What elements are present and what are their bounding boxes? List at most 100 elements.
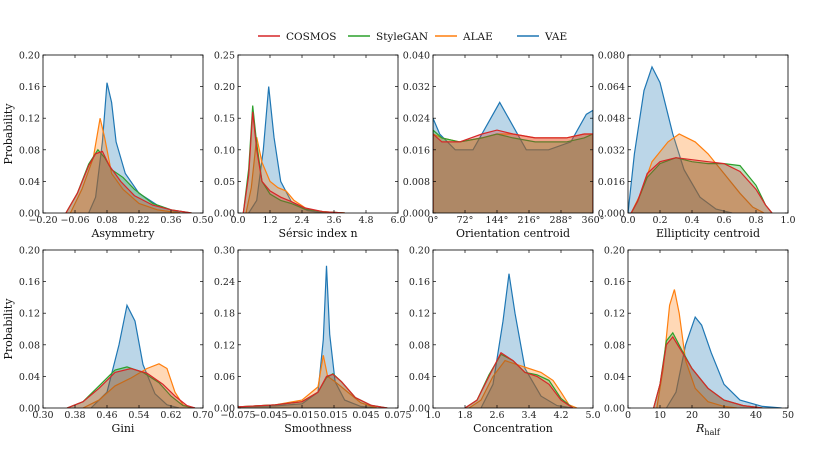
y-tick-label: 0.08 — [604, 340, 625, 351]
series-area-vae — [238, 265, 377, 408]
y-tick-label: 0.15 — [214, 114, 235, 125]
x-tick-label: 360° — [582, 215, 605, 226]
y-tick-label: 0.08 — [19, 340, 40, 351]
x-tick-label: 20 — [686, 410, 698, 421]
x-tick-label: −0.06 — [60, 215, 89, 226]
x-tick-label: 4.8 — [358, 215, 373, 226]
axes-frame — [432, 54, 594, 214]
y-tick-label: 0.00 — [409, 404, 430, 415]
y-tick-label: 0.20 — [604, 246, 625, 257]
series-area-cosmos — [433, 130, 593, 213]
y-tick-label: 0.30 — [214, 246, 235, 257]
panel-2: 0.0 1.2 2.4 3.6 4.8 6.0 0.00 0.05 0.10 0.15 0.20 0.… — [214, 51, 406, 241]
y-tick-label: 0.048 — [598, 114, 625, 125]
series-area-stylegan — [65, 149, 192, 213]
axes-frame — [432, 249, 594, 409]
y-tick-label: 0.12 — [214, 340, 235, 351]
series-area-alae — [433, 134, 593, 213]
y-tick-label: 0.00 — [604, 404, 625, 415]
x-tick-label: −0.20 — [28, 215, 57, 226]
x-tick-label: −0.015 — [284, 410, 319, 421]
panel-7: 1.0 1.8 2.6 3.4 4.2 5.0 0.00 0.04 0.08 0.12 0.16 0.… — [409, 246, 601, 436]
y-tick-label: 0.18 — [214, 309, 235, 320]
series-area-stylegan — [433, 130, 593, 213]
x-axis-label: Ellipticity centroid — [656, 227, 760, 240]
y-tick-label: 0.032 — [403, 82, 430, 93]
legend-item-vae: VAE — [517, 31, 567, 43]
series-area-vae — [666, 317, 782, 408]
y-tick-label: 0.000 — [403, 209, 430, 220]
y-tick-label: 0.20 — [19, 51, 40, 62]
series-area-vae — [481, 273, 573, 408]
x-tick-label: 3.4 — [521, 410, 536, 421]
x-tick-label: 0.0 — [230, 215, 245, 226]
x-tick-label: 6.0 — [390, 215, 405, 226]
axes-frame — [42, 54, 204, 214]
y-tick-label: 0.10 — [214, 145, 235, 156]
x-tick-label: 1.2 — [262, 215, 277, 226]
y-tick-label: 0.04 — [19, 177, 40, 188]
x-tick-label: 2.6 — [489, 410, 504, 421]
y-tick-label: 0.080 — [598, 51, 625, 62]
x-tick-label: 0.54 — [128, 410, 149, 421]
series-line-alae — [656, 289, 737, 408]
x-axis-label: Orientation centroid — [456, 227, 570, 240]
x-tick-label: 288° — [550, 215, 573, 226]
legend-label: VAE — [544, 31, 567, 43]
y-tick-label: 0.000 — [598, 209, 625, 220]
y-tick-label: 0.032 — [598, 145, 625, 156]
y-tick-label: 0.00 — [19, 209, 40, 220]
x-tick-label: 10 — [654, 410, 666, 421]
x-tick-label: 1.8 — [457, 410, 472, 421]
x-axis-label: Sérsic index n — [278, 227, 357, 240]
y-tick-label: 0.024 — [403, 114, 430, 125]
series-line-cosmos — [238, 373, 388, 408]
series-group — [65, 82, 192, 213]
series-group — [464, 273, 578, 408]
x-tick-label: 1.0 — [425, 410, 440, 421]
series-area-alae — [70, 118, 181, 213]
x-axis-label: Smoothness — [284, 422, 352, 435]
series-line-vae — [238, 265, 377, 408]
y-tick-label: 0.064 — [598, 82, 625, 93]
series-area-cosmos — [631, 157, 772, 213]
series-group — [238, 265, 388, 408]
x-tick-label: 0.045 — [352, 410, 379, 421]
series-line-alae — [238, 355, 377, 408]
series-group — [628, 65, 773, 213]
x-tick-label: 1.0 — [780, 215, 795, 226]
axes-frame — [627, 249, 789, 409]
x-tick-label: 0.0 — [620, 215, 635, 226]
x-tick-label: 0.8 — [748, 215, 763, 226]
y-tick-label: 0.16 — [604, 277, 625, 288]
series-line-stylegan — [433, 129, 593, 213]
x-axis-label: Gini — [112, 422, 135, 435]
series-line-alae — [468, 359, 578, 408]
x-tick-label: 0.38 — [64, 410, 85, 421]
series-line-alae — [69, 118, 181, 213]
series-area-vae — [248, 86, 324, 213]
y-tick-label: 0.00 — [214, 404, 235, 415]
x-tick-label: 0.36 — [160, 215, 181, 226]
series-area-cosmos — [65, 151, 192, 213]
y-tick-label: 0.06 — [214, 372, 235, 383]
series-area-alae — [83, 363, 191, 408]
legend-label: COSMOS — [286, 31, 336, 43]
y-tick-label: 0.12 — [409, 309, 430, 320]
x-tick-label: 144° — [486, 215, 509, 226]
series-line-vae — [628, 65, 733, 213]
y-axis-label: Probability — [2, 103, 15, 165]
series-area-stylegan — [238, 373, 388, 408]
y-tick-label: 0.00 — [214, 209, 235, 220]
legend: COSMOS StyleGAN ALAE VAE — [258, 31, 567, 43]
series-area-cosmos — [67, 368, 195, 408]
y-tick-label: 0.20 — [409, 246, 430, 257]
y-tick-label: 0.16 — [19, 82, 40, 93]
panel-4: 0.0 0.2 0.4 0.6 0.8 1.0 0.000 0.016 0.032 0.048 0.… — [598, 51, 796, 241]
x-tick-label: 0.4 — [684, 215, 699, 226]
series-area-alae — [656, 289, 737, 408]
x-tick-label: 0.22 — [128, 215, 149, 226]
series-group — [242, 86, 345, 213]
series-line-vae — [433, 101, 593, 213]
panel-8: 0 10 20 30 40 50 0.00 0.04 0.08 0.12 0.16 0.20 Rhalf — [604, 246, 794, 438]
